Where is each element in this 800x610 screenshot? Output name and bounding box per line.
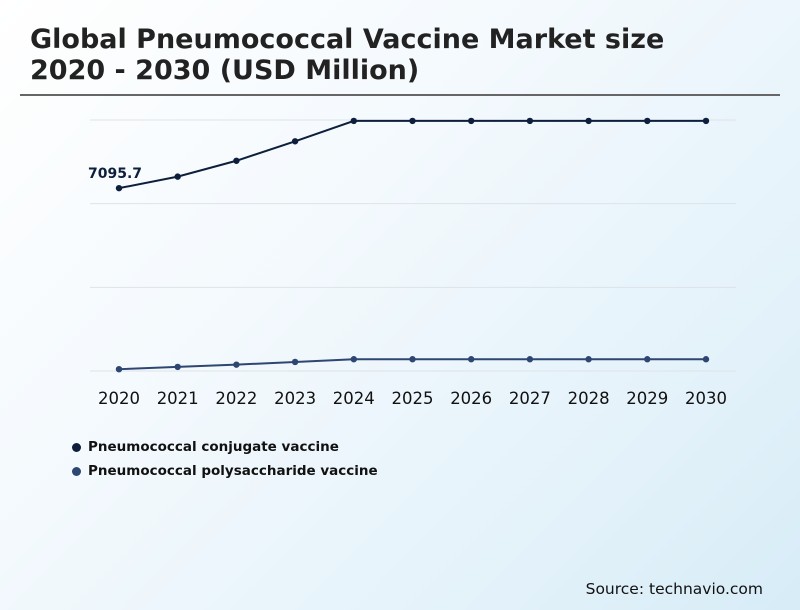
data-point [585, 356, 592, 363]
x-tick-label: 2027 [509, 389, 551, 408]
x-tick-label: 2024 [333, 389, 375, 408]
x-tick-label: 2030 [685, 389, 727, 408]
data-point [409, 117, 416, 125]
x-tick-label: 2020 [98, 389, 140, 408]
data-point [350, 117, 357, 125]
data-point [291, 358, 299, 366]
data-point [291, 138, 299, 145]
legend-item-conjugate: Pneumococcal conjugate vaccine [72, 435, 378, 459]
legend-marker-icon [72, 466, 81, 476]
data-point [526, 356, 534, 363]
data-point [233, 361, 240, 368]
data-point [585, 117, 592, 125]
legend-item-polysaccharide: Pneumococcal polysaccharide vaccine [72, 459, 378, 483]
data-point [174, 173, 181, 180]
series-line-0 [118, 119, 706, 190]
legend-label: Pneumococcal conjugate vaccine [88, 439, 339, 455]
x-tick-label: 2028 [568, 389, 610, 408]
data-point [115, 184, 123, 192]
data-point [409, 356, 416, 363]
line-chart: 7095.7 2020 2021 2022 2023 2024 2025 2026 2027 20… [88, 117, 736, 408]
data-point [115, 365, 123, 373]
x-tick-label: 2025 [392, 389, 434, 408]
data-point [468, 117, 475, 125]
source-credit: Source: technavio.com [585, 580, 763, 598]
chart-legend: Pneumococcal conjugate vaccine Pneumococ… [72, 435, 378, 483]
legend-marker-icon [72, 442, 81, 452]
data-point [174, 363, 181, 371]
x-tick-label: 2022 [215, 389, 257, 408]
chart-title-line-1: Global Pneumococcal Vaccine Market size [30, 24, 665, 55]
chart-title: Global Pneumococcal Vaccine Market size … [30, 24, 770, 86]
data-point [233, 157, 240, 164]
x-tick-label: 2026 [450, 389, 492, 408]
data-point [350, 356, 357, 363]
data-point [702, 117, 710, 125]
data-point [644, 356, 651, 363]
x-tick-label: 2021 [157, 389, 199, 408]
data-label: 7095.7 [88, 166, 142, 182]
x-tick-label: 2023 [274, 389, 316, 408]
chart-title-line-2: 2020 - 2030 (USD Million) [30, 55, 420, 86]
data-point [644, 117, 651, 125]
data-point [526, 117, 534, 125]
data-point [468, 356, 475, 363]
title-divider [20, 94, 780, 96]
legend-label: Pneumococcal polysaccharide vaccine [88, 463, 378, 479]
x-tick-label: 2029 [626, 389, 668, 408]
data-point [702, 356, 710, 363]
